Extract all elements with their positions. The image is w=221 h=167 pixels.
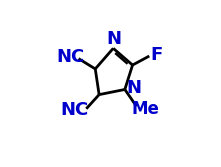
Text: NC: NC [56, 48, 84, 66]
Text: Me: Me [131, 100, 159, 118]
Text: F: F [151, 46, 163, 64]
Text: N: N [126, 79, 141, 97]
Text: NC: NC [61, 101, 89, 119]
Text: N: N [107, 30, 122, 48]
